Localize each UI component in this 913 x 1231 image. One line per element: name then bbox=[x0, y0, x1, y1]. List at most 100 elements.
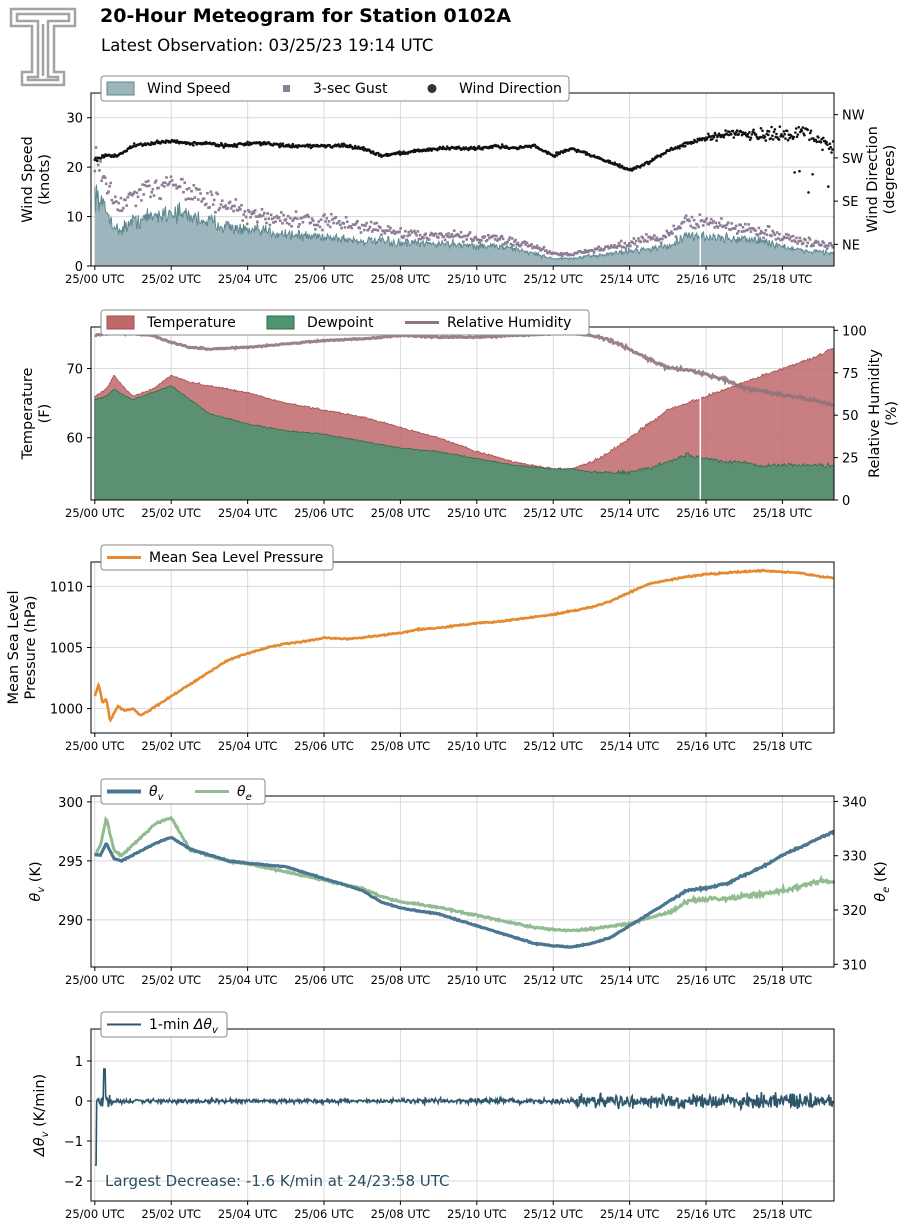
gust-marker bbox=[790, 239, 794, 243]
gust-marker bbox=[189, 197, 192, 201]
gust-marker bbox=[467, 232, 471, 236]
gust-marker bbox=[816, 240, 820, 244]
gust-marker bbox=[184, 198, 188, 201]
wind-direction-marker bbox=[754, 133, 758, 136]
gust-marker bbox=[183, 181, 186, 185]
gust-marker bbox=[799, 239, 803, 243]
gust-marker bbox=[514, 238, 517, 242]
gust-marker bbox=[575, 252, 579, 255]
gust-marker bbox=[424, 232, 427, 236]
gust-marker bbox=[301, 220, 305, 224]
legend-label: Relative Humidity bbox=[447, 315, 571, 331]
gust-marker bbox=[447, 232, 450, 235]
gust-marker bbox=[108, 185, 111, 188]
gust-marker bbox=[220, 199, 224, 202]
axes-frame bbox=[90, 561, 835, 734]
gust-marker bbox=[724, 226, 728, 230]
y-tick-label: 295 bbox=[58, 855, 83, 870]
gust-marker bbox=[386, 225, 390, 228]
gust-marker bbox=[94, 146, 98, 149]
legend-box bbox=[100, 75, 570, 102]
gust-marker bbox=[665, 229, 669, 233]
gust-marker bbox=[346, 220, 349, 223]
gust-marker bbox=[523, 240, 526, 243]
gust-marker bbox=[223, 205, 226, 209]
gust-marker bbox=[205, 202, 208, 206]
gust-marker bbox=[496, 239, 499, 242]
x-tick-label: 25/00 UTC bbox=[65, 739, 125, 753]
gust-marker bbox=[432, 234, 435, 237]
gust-marker bbox=[182, 190, 185, 194]
wind-direction-marker bbox=[341, 145, 345, 148]
gust-marker bbox=[388, 229, 391, 232]
x-tick-label: 25/12 UTC bbox=[523, 739, 583, 753]
gust-marker bbox=[96, 163, 100, 167]
gust-marker bbox=[268, 223, 272, 227]
gust-marker bbox=[367, 227, 371, 231]
gust-marker bbox=[446, 235, 449, 238]
gust-marker bbox=[442, 235, 446, 238]
gust-marker bbox=[334, 215, 338, 219]
wind-direction-marker bbox=[749, 136, 753, 140]
wind-direction-marker bbox=[783, 132, 786, 136]
gust-marker bbox=[103, 176, 107, 179]
gust-marker bbox=[245, 222, 249, 226]
gust-marker bbox=[295, 217, 299, 220]
wind-direction-marker bbox=[808, 131, 812, 135]
x-tick-label: 25/14 UTC bbox=[600, 1207, 660, 1221]
wind-direction-marker bbox=[491, 146, 494, 150]
wind-direction-marker bbox=[585, 151, 589, 154]
y-tick-label: 1010 bbox=[50, 580, 83, 595]
gust-marker bbox=[195, 188, 199, 191]
gust-marker bbox=[608, 246, 612, 249]
legend-box bbox=[100, 1011, 228, 1038]
wind-direction-marker bbox=[817, 136, 820, 139]
gust-marker bbox=[359, 231, 363, 234]
gust-marker bbox=[369, 220, 373, 224]
gust-marker bbox=[655, 236, 658, 239]
x-tick-label: 25/10 UTC bbox=[447, 973, 507, 987]
gust-marker bbox=[773, 233, 777, 237]
gust-marker bbox=[342, 222, 346, 225]
gust-marker bbox=[142, 193, 145, 196]
gust-marker bbox=[460, 235, 464, 239]
x-tick-label: 25/02 UTC bbox=[141, 739, 201, 753]
gust-marker bbox=[739, 223, 742, 227]
y2-axis-label-line: (%) bbox=[884, 401, 900, 426]
gust-marker bbox=[668, 232, 672, 235]
temperature-panel: 25/00 UTC 25/02 UTC 25/04 UTC 25/06 UTC 25/0… bbox=[20, 309, 900, 520]
subscript: e bbox=[246, 792, 252, 803]
gust-marker bbox=[548, 250, 551, 253]
gust-marker bbox=[658, 237, 662, 241]
gust-marker bbox=[294, 210, 298, 213]
gust-marker bbox=[813, 241, 816, 244]
gust-marker bbox=[565, 251, 569, 255]
gust-marker bbox=[637, 237, 640, 240]
gust-marker bbox=[190, 189, 193, 193]
wind-direction-marker bbox=[279, 142, 282, 145]
gust-marker bbox=[355, 221, 358, 225]
gust-marker bbox=[147, 179, 150, 183]
gust-marker bbox=[228, 200, 232, 204]
gust-marker bbox=[288, 222, 291, 226]
y2-axis-label: θe (K) bbox=[873, 861, 892, 901]
wind-direction-marker bbox=[812, 137, 815, 140]
gust-marker bbox=[741, 226, 745, 229]
gust-marker bbox=[422, 236, 425, 240]
gust-marker bbox=[170, 179, 174, 182]
gust-marker bbox=[328, 225, 332, 229]
gust-marker bbox=[591, 249, 595, 252]
x-tick-label: 25/10 UTC bbox=[447, 1207, 507, 1221]
wind-direction-marker bbox=[826, 143, 829, 146]
gust-marker bbox=[592, 251, 596, 254]
y-axis-label: Temperature(F) bbox=[20, 368, 53, 461]
gust-marker bbox=[209, 190, 213, 194]
wind-direction-marker bbox=[353, 144, 357, 148]
y-tick-label: −2 bbox=[64, 1175, 83, 1190]
gust-marker bbox=[217, 208, 221, 212]
pressure-panel: 25/00 UTC 25/02 UTC 25/04 UTC 25/06 UTC 25/0… bbox=[6, 544, 835, 753]
gust-marker bbox=[313, 223, 316, 227]
gust-marker bbox=[218, 206, 222, 210]
gust-marker bbox=[364, 224, 367, 227]
gust-marker bbox=[758, 232, 762, 235]
